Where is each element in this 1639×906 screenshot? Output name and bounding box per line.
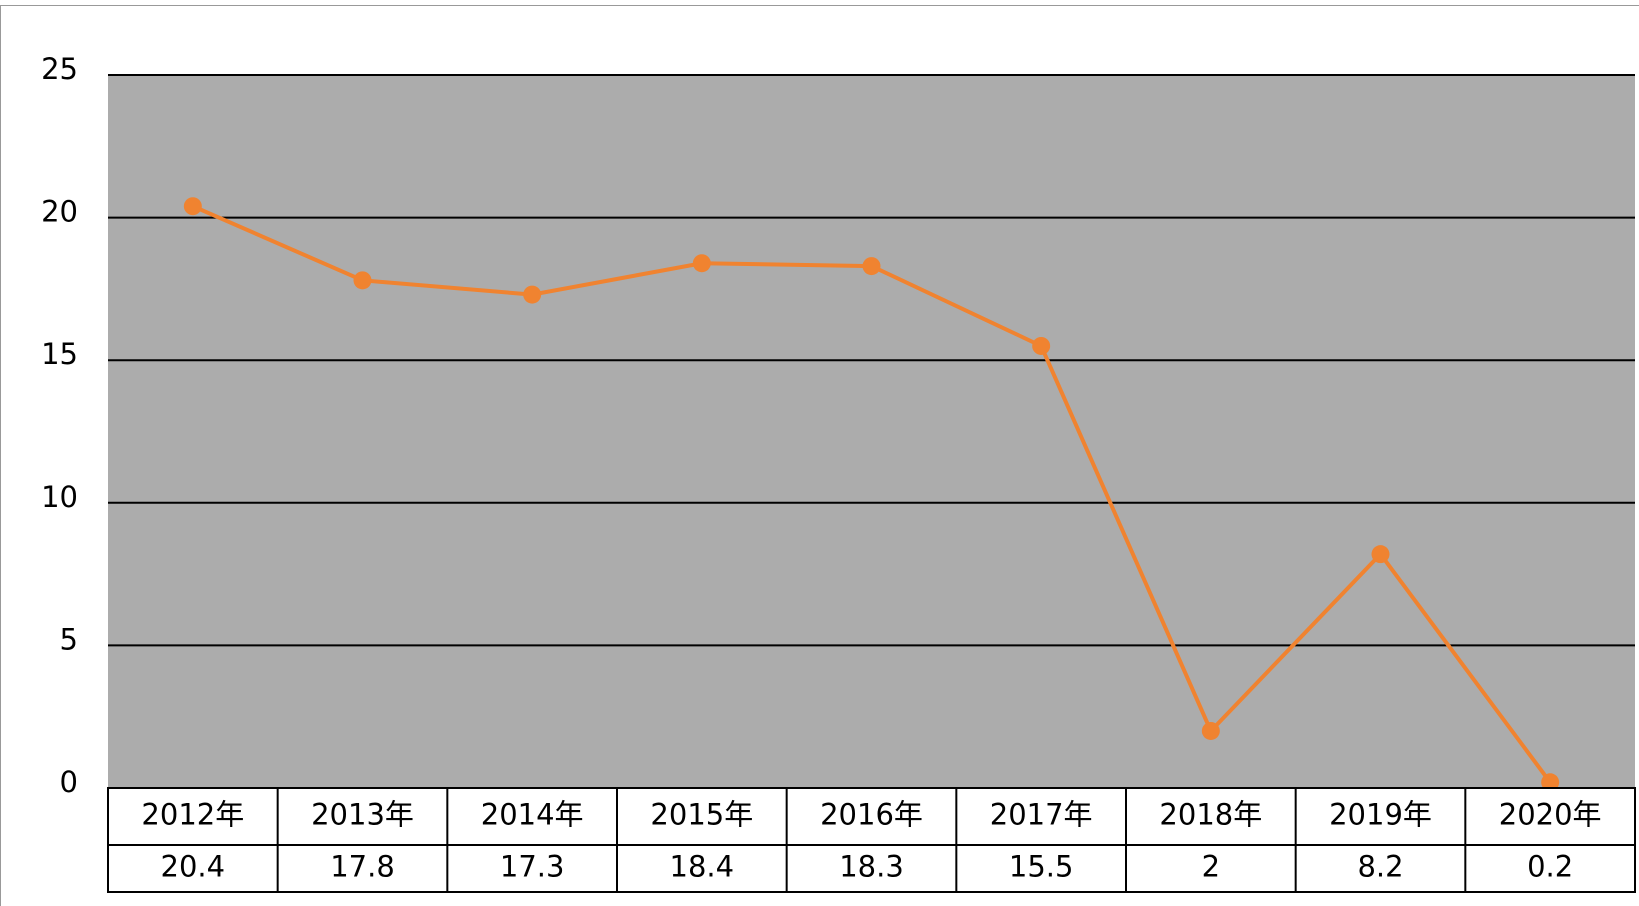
point [523,285,542,304]
table-value: 18.4 [670,850,735,884]
point [1541,773,1560,792]
x-tick-label: 2017年 [990,798,1093,832]
y-tick-label: 0 [60,765,78,799]
table-value: 17.8 [330,850,395,884]
x-tick-label: 2015年 [650,798,753,832]
x-tick-label: 2020年 [1499,798,1602,832]
point [353,271,372,290]
y-tick-label: 5 [60,622,78,656]
table-value: 20.4 [161,850,226,884]
table-value: 0.2 [1527,850,1573,884]
x-tick-label: 2013年 [311,798,414,832]
point [1371,545,1390,564]
x-tick-label: 2018年 [1159,798,1262,832]
point [1032,336,1051,355]
x-tick-label: 2012年 [141,798,244,832]
table-value: 2 [1202,850,1220,884]
table-value: 15.5 [1009,850,1074,884]
table-value: 8.2 [1357,850,1403,884]
x-tick-label: 2014年 [481,798,584,832]
x-tick-label: 2016年 [820,798,923,832]
y-tick-label: 20 [41,195,78,229]
table-value: 17.3 [500,850,565,884]
point [183,197,202,216]
y-tick-label: 25 [41,52,78,86]
table-value: 18.3 [839,850,904,884]
point [1201,721,1220,740]
y-tick-label: 15 [41,337,78,371]
plot-area [108,75,1635,788]
table-border [107,787,1636,893]
frame [0,5,1639,906]
x-tick-label: 2019年 [1329,798,1432,832]
y-tick-label: 10 [41,480,78,514]
point [692,254,711,273]
point [862,257,881,276]
